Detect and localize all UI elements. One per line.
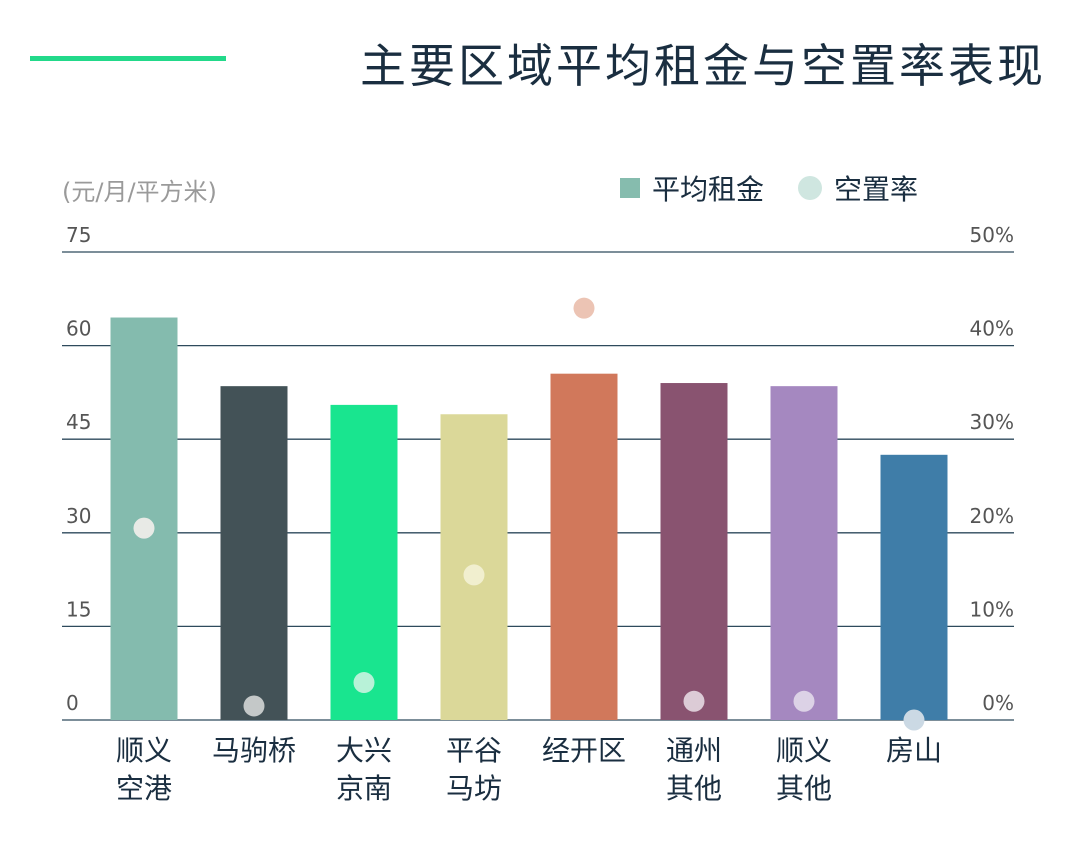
- vacancy-point: [683, 690, 705, 712]
- x-category-label: 经开区: [542, 734, 626, 767]
- vacancy-point: [133, 517, 155, 539]
- y-left-tick-label: 15: [66, 597, 91, 621]
- rent-bar: [550, 373, 618, 720]
- y-axis-left-ticks: 0 15 30 45 60 75: [66, 223, 91, 715]
- legend-swatch-rent: [620, 178, 640, 198]
- x-category-label: 其他: [776, 772, 832, 805]
- rent-bar: [660, 383, 728, 720]
- vacancy-point: [793, 690, 815, 712]
- legend-label-vacancy: 空置率: [834, 173, 919, 206]
- y-axis-right-ticks: 0% 10% 20% 30% 40% 50%: [970, 223, 1014, 715]
- y-right-tick-label: 30%: [970, 410, 1014, 434]
- y-right-tick-label: 20%: [970, 504, 1014, 528]
- y-left-tick-label: 75: [66, 223, 91, 247]
- rent-bar: [880, 454, 948, 720]
- vacancy-series: [133, 297, 925, 731]
- y-left-tick-label: 30: [66, 504, 91, 528]
- x-category-label: 通州: [666, 734, 722, 767]
- y-right-tick-label: 0%: [982, 691, 1014, 715]
- vacancy-point: [353, 672, 375, 694]
- y-right-tick-label: 50%: [970, 223, 1014, 247]
- x-category-label: 京南: [336, 772, 392, 805]
- y-right-tick-label: 40%: [970, 317, 1014, 341]
- x-category-label: 大兴: [336, 734, 392, 767]
- title-accent-line: [30, 56, 226, 61]
- legend-swatch-vacancy: [798, 176, 823, 200]
- vacancy-point: [463, 564, 485, 586]
- x-category-label: 其他: [666, 772, 722, 805]
- y-left-tick-label: 0: [66, 691, 79, 715]
- bar-series: [110, 317, 948, 720]
- y-left-tick-label: 45: [66, 410, 91, 434]
- gridlines: [62, 251, 1014, 721]
- rent-bar: [220, 386, 288, 720]
- x-category-label: 房山: [886, 734, 942, 767]
- vacancy-point: [243, 695, 265, 717]
- vacancy-point: [903, 709, 925, 731]
- vacancy-point: [573, 297, 595, 319]
- x-category-label: 平谷: [446, 734, 502, 767]
- y-right-tick-label: 10%: [970, 597, 1014, 621]
- y-left-tick-label: 60: [66, 317, 91, 341]
- legend-item-vacancy: 空置率: [798, 168, 918, 208]
- x-category-label: 顺义: [116, 734, 172, 767]
- x-category-label: 顺义: [776, 734, 832, 767]
- chart-title: 主要区域平均租金与空置率表现: [360, 39, 1046, 93]
- rent-bar: [330, 404, 398, 720]
- x-category-label: 马坊: [446, 772, 502, 805]
- x-category-label: 马驹桥: [212, 734, 296, 767]
- y-axis-unit-label: (元/月/平方米): [62, 178, 217, 206]
- legend-item-rent: 平均租金: [620, 168, 764, 208]
- x-category-label: 空港: [116, 772, 172, 805]
- legend: 平均租金 空置率: [620, 168, 940, 208]
- legend-label-rent: 平均租金: [652, 173, 765, 206]
- rent-bar: [770, 386, 838, 720]
